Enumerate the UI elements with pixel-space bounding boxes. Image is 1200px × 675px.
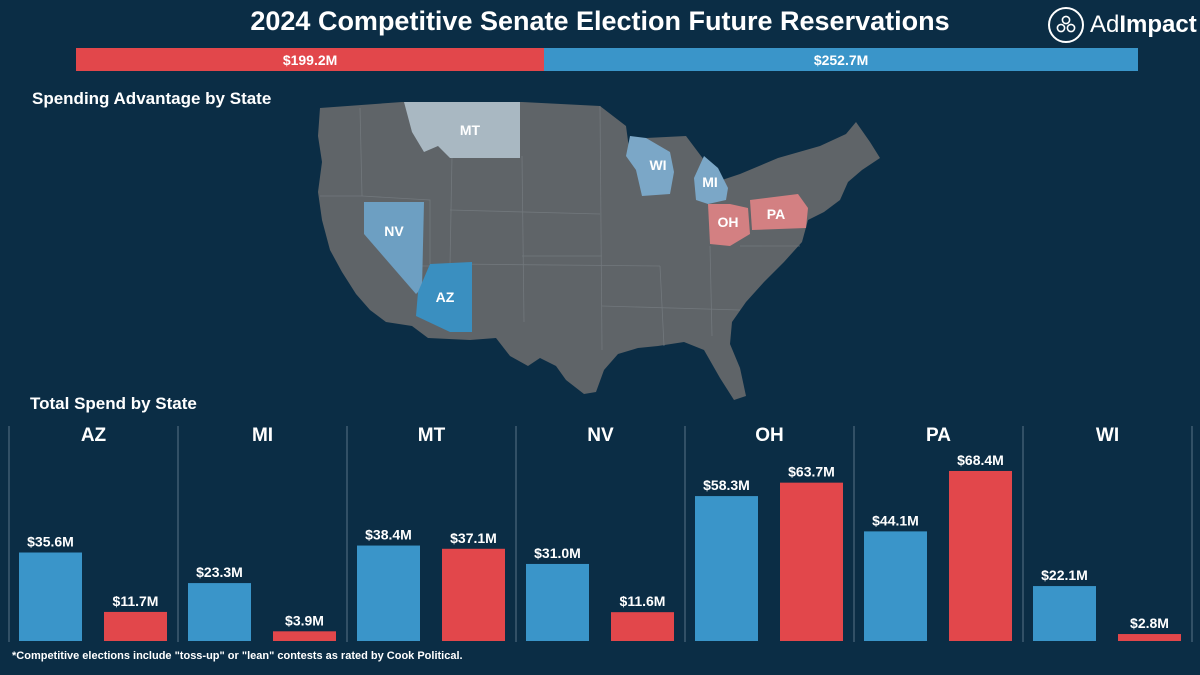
data-label-az-series-1: $11.7M	[113, 593, 159, 609]
us-map: MT WI MI NV OH PA AZ	[318, 102, 880, 400]
map-label-pa: PA	[767, 206, 785, 222]
map-section-label: Spending Advantage by State	[32, 89, 272, 108]
bar-wi-series-1	[1118, 634, 1181, 641]
state-borders	[320, 105, 800, 351]
logo-text-bold: Impact	[1119, 11, 1197, 38]
data-label-wi-series-1: $2.8M	[1130, 615, 1169, 631]
data-label-mi-series-0: $23.3M	[196, 564, 243, 580]
party-totals-bar: $199.2M $252.7M	[76, 48, 1138, 71]
footnote: *Competitive elections include "toss-up"…	[12, 650, 463, 662]
data-label-az-series-0: $35.6M	[27, 534, 74, 550]
category-label-pa: PA	[926, 425, 951, 446]
map-label-az: AZ	[436, 289, 455, 305]
spend-bar-chart: AZ $35.6M $11.7M MI $23.3M $3.9M MT $38.4M $37.1…	[8, 425, 1193, 642]
democrat-total-label: $252.7M	[813, 51, 869, 68]
state-az	[416, 262, 472, 332]
data-label-mt-series-1: $37.1M	[450, 530, 497, 546]
state-mt	[404, 102, 520, 158]
state-oh	[708, 204, 750, 246]
category-label-wi: WI	[1096, 425, 1119, 446]
bar-oh-series-0	[695, 496, 758, 641]
data-label-pa-series-0: $44.1M	[872, 512, 919, 528]
category-label-nv: NV	[587, 425, 614, 446]
data-label-mt-series-0: $38.4M	[365, 527, 412, 543]
bar-nv-series-0	[526, 563, 589, 641]
bar-mt-series-0	[357, 545, 420, 641]
bar-nv-series-1	[611, 612, 674, 641]
category-label-mi: MI	[252, 425, 273, 446]
state-mi	[694, 156, 728, 204]
bar-oh-series-1	[780, 482, 843, 641]
data-label-oh-series-0: $58.3M	[703, 477, 750, 493]
logo-icon	[1048, 7, 1084, 43]
bar-mt-series-1	[442, 548, 505, 641]
bars-section-label: Total Spend by State	[30, 394, 197, 413]
state-wi	[626, 136, 674, 196]
map-label-oh: OH	[718, 214, 739, 230]
category-label-oh: OH	[755, 425, 784, 446]
state-pa	[750, 194, 808, 230]
democrat-total-segment: $252.7M	[544, 48, 1138, 71]
bar-az-series-1	[104, 611, 167, 641]
data-label-wi-series-0: $22.1M	[1041, 567, 1088, 583]
republican-total-label: $199.2M	[282, 51, 338, 68]
data-label-oh-series-1: $63.7M	[788, 464, 835, 480]
bar-pa-series-1	[949, 470, 1012, 641]
map-label-mt: MT	[460, 122, 481, 138]
map-label-nv: NV	[384, 223, 404, 239]
map-label-mi: MI	[702, 174, 718, 190]
bar-pa-series-0	[864, 531, 927, 641]
chart-title: 2024 Competitive Senate Election Future …	[250, 6, 950, 36]
data-label-nv-series-0: $31.0M	[534, 545, 581, 561]
logo-text: Ad Impact	[1090, 11, 1197, 39]
bar-mi-series-0	[188, 583, 251, 641]
map-label-wi: WI	[649, 157, 666, 173]
data-label-mi-series-1: $3.9M	[285, 612, 324, 628]
republican-total-segment: $199.2M	[76, 48, 545, 71]
logo-text-light: Ad	[1090, 11, 1120, 38]
bar-az-series-0	[19, 552, 82, 641]
adimpact-logo: Ad Impact	[1048, 6, 1198, 44]
state-nv	[364, 202, 424, 294]
data-label-pa-series-1: $68.4M	[957, 452, 1004, 468]
category-label-mt: MT	[418, 425, 446, 446]
bar-wi-series-0	[1033, 586, 1096, 641]
category-label-az: AZ	[81, 425, 107, 446]
bar-mi-series-1	[273, 631, 336, 641]
data-label-nv-series-1: $11.6M	[620, 593, 666, 609]
